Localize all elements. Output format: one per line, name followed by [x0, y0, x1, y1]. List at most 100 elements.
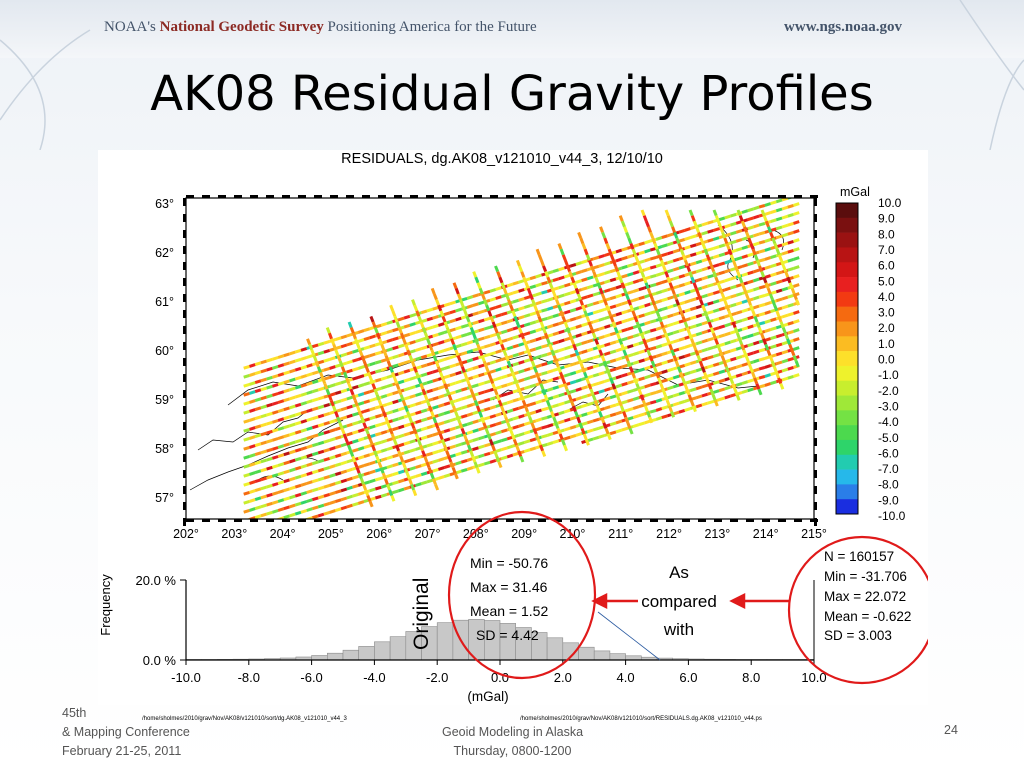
track-segment — [403, 332, 411, 338]
track-segment — [260, 422, 268, 428]
track-segment — [491, 444, 497, 452]
track-segment — [529, 401, 537, 407]
track-segment — [788, 343, 794, 351]
track-segment — [382, 349, 388, 357]
track-segment — [478, 372, 485, 378]
track-segment — [566, 265, 572, 273]
track-segment — [528, 355, 534, 362]
track-segment — [506, 327, 514, 333]
track-segment — [741, 236, 749, 241]
track-segment — [289, 350, 296, 356]
track-segment — [633, 254, 639, 261]
track-segment — [689, 360, 697, 366]
track-segment — [747, 237, 753, 245]
track-segment — [575, 306, 583, 311]
track-segment — [684, 407, 691, 412]
track-segment — [357, 338, 365, 343]
track-segment — [523, 448, 531, 453]
track-segment — [678, 264, 686, 270]
track-segment — [758, 365, 766, 371]
track-segment — [300, 500, 308, 505]
track-segment — [558, 347, 565, 353]
track-segment — [603, 237, 609, 245]
track-segment — [790, 349, 796, 357]
track-segment — [254, 361, 262, 367]
frame-tick — [794, 519, 802, 522]
track-segment — [741, 362, 749, 367]
track-segment — [415, 365, 422, 370]
track-segment — [323, 420, 331, 426]
track-segment — [243, 382, 250, 388]
colorbar: 10.09.08.07.06.05.04.03.02.01.00.0-1.0-2… — [835, 196, 906, 523]
track-segment — [243, 427, 250, 433]
track-segment — [609, 394, 617, 400]
track-segment — [632, 279, 640, 284]
track-segment — [443, 437, 451, 443]
track-segment — [655, 248, 661, 256]
track-segment — [403, 395, 411, 401]
colorbar-segment — [836, 469, 858, 485]
track-segment — [478, 426, 485, 432]
track-segment — [695, 241, 703, 247]
track-segment — [782, 265, 788, 273]
track-segment — [700, 366, 706, 373]
track-segment — [489, 405, 497, 410]
track-segment — [397, 415, 405, 421]
track-segment — [581, 385, 588, 391]
frame-tick — [554, 519, 562, 522]
track-segment — [346, 350, 353, 356]
colorbar-label: -9.0 — [878, 493, 899, 507]
track-segment — [340, 397, 348, 403]
site-url[interactable]: www.ngs.noaa.gov — [784, 19, 902, 35]
track-segment — [243, 472, 250, 478]
track-segment — [675, 237, 681, 245]
track-segment — [701, 275, 709, 281]
track-segment — [787, 257, 794, 263]
track-segment — [254, 460, 262, 466]
frame-tick — [794, 195, 802, 198]
track-segment — [558, 329, 565, 335]
track-segment — [473, 461, 479, 469]
track-segment — [529, 311, 537, 317]
track-segment — [495, 304, 502, 309]
track-segment — [752, 277, 760, 283]
track-segment — [684, 308, 691, 313]
track-segment — [266, 384, 273, 390]
track-segment — [558, 293, 565, 299]
track-segment — [349, 388, 355, 396]
track-segment — [249, 471, 256, 476]
track-segment — [300, 455, 308, 460]
track-segment — [466, 430, 474, 435]
track-segment — [626, 272, 634, 277]
original-mean: Mean = 1.52 — [470, 603, 548, 619]
track-segment — [518, 423, 525, 428]
track-segment — [249, 480, 256, 485]
track-segment — [437, 358, 445, 363]
track-segment — [435, 299, 441, 306]
track-segment — [735, 238, 743, 243]
track-segment — [770, 254, 777, 260]
track-segment — [579, 237, 585, 245]
track-segment — [733, 388, 739, 396]
track-segment — [695, 367, 703, 373]
track-segment — [718, 378, 726, 384]
track-segment — [397, 478, 405, 484]
track-segment — [485, 304, 491, 312]
track-segment — [449, 444, 457, 450]
track-segment — [409, 448, 416, 453]
track-segment — [371, 383, 377, 390]
track-segment — [631, 310, 637, 317]
track-segment — [735, 332, 741, 340]
track-segment — [718, 270, 726, 276]
track-segment — [254, 514, 262, 519]
track-segment — [563, 336, 571, 342]
frame-tick — [570, 519, 578, 522]
track-segment — [249, 507, 256, 512]
track-segment — [613, 327, 619, 334]
track-segment — [283, 442, 290, 448]
track-segment — [718, 349, 724, 357]
track-segment — [271, 365, 279, 370]
track-segment — [397, 487, 405, 493]
track-segment — [787, 221, 794, 227]
track-segment — [716, 343, 722, 351]
